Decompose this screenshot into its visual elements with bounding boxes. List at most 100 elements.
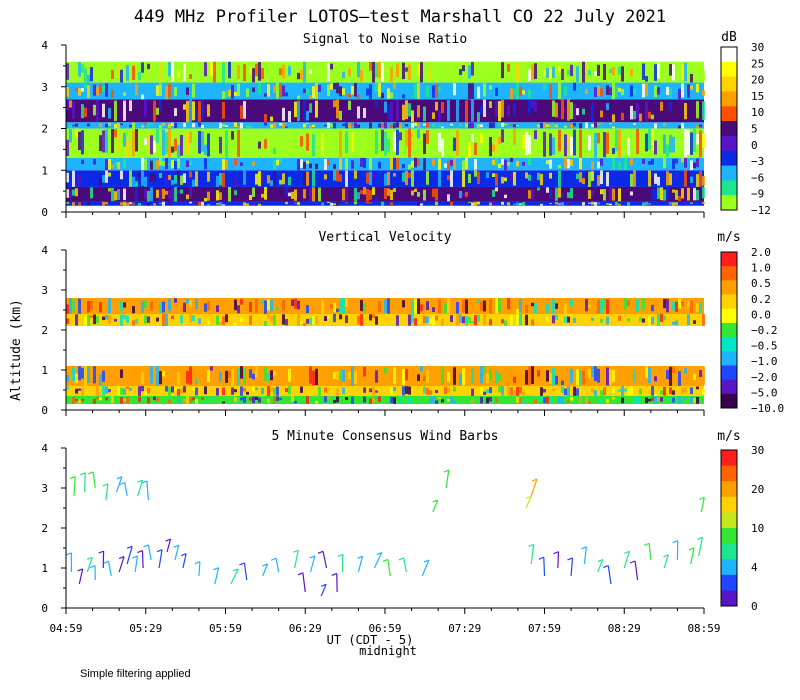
data-cell	[123, 314, 126, 320]
data-cell	[624, 158, 627, 171]
data-cell	[381, 201, 384, 206]
wind-barb	[320, 584, 327, 597]
data-cell	[87, 123, 90, 127]
data-cell	[312, 187, 315, 202]
data-cell	[228, 186, 231, 202]
data-cell	[318, 318, 321, 323]
wind-barb	[105, 483, 109, 501]
data-cell	[126, 140, 129, 158]
data-cell	[471, 388, 474, 396]
data-cell	[636, 367, 639, 373]
y-tick-label: 1	[41, 164, 48, 177]
data-cell	[192, 386, 195, 391]
data-cell	[624, 388, 627, 392]
data-cell	[393, 82, 396, 89]
data-cell	[255, 173, 258, 185]
data-cell	[441, 138, 444, 158]
data-cell	[507, 298, 510, 310]
data-cell	[564, 388, 567, 396]
data-cell	[603, 387, 606, 396]
data-cell	[171, 146, 174, 153]
data-cell	[153, 173, 156, 182]
data-cell	[186, 133, 189, 154]
data-cell	[441, 126, 444, 129]
data-cell	[144, 158, 147, 171]
wind-barb-flag	[98, 550, 104, 554]
data-cell	[258, 171, 261, 187]
data-cell	[162, 123, 165, 126]
data-cell	[180, 160, 183, 171]
data-cell	[393, 397, 396, 404]
data-cell	[393, 157, 396, 170]
data-cell	[552, 367, 555, 386]
data-cell	[69, 129, 72, 143]
data-cell	[159, 302, 162, 314]
data-cell	[144, 138, 147, 145]
data-cell	[132, 202, 135, 205]
data-cell	[141, 94, 144, 100]
data-cell	[189, 201, 192, 204]
data-cell	[663, 315, 666, 321]
data-cell	[468, 187, 471, 192]
data-cell	[312, 134, 315, 157]
data-cell	[369, 398, 372, 404]
data-cell	[237, 103, 240, 120]
data-cell	[633, 88, 636, 95]
colorbar-swatch	[721, 512, 737, 529]
data-cell	[606, 398, 609, 403]
data-cell	[222, 133, 225, 156]
data-cell	[216, 125, 219, 129]
data-cell	[381, 129, 384, 151]
data-cell	[225, 91, 228, 98]
data-cell	[507, 63, 510, 72]
data-cell	[693, 320, 696, 324]
data-cell	[543, 397, 546, 404]
data-cell	[423, 123, 426, 126]
data-cell	[351, 396, 354, 404]
data-cell	[360, 314, 363, 326]
colorbar-label: 0	[751, 600, 758, 613]
data-cell	[147, 397, 150, 404]
data-cell	[333, 399, 336, 404]
data-cell	[462, 389, 465, 394]
data-cell	[426, 316, 429, 324]
data-cell	[285, 126, 288, 128]
data-cell	[408, 314, 411, 326]
data-cell	[261, 193, 264, 198]
data-cell	[303, 323, 306, 326]
data-cell	[399, 396, 402, 404]
data-cell	[240, 122, 243, 129]
data-cell	[648, 125, 651, 128]
data-cell	[153, 140, 156, 153]
data-cell	[321, 202, 324, 206]
data-cell	[582, 108, 585, 115]
data-cell	[681, 64, 684, 81]
footer-note: Simple filtering applied	[80, 668, 191, 680]
data-cell	[600, 170, 603, 185]
data-cell	[462, 299, 465, 313]
data-cell	[105, 123, 108, 128]
data-cell	[315, 400, 318, 404]
data-cell	[378, 62, 381, 79]
data-cell	[591, 366, 594, 377]
data-cell	[123, 388, 126, 395]
data-cell	[663, 189, 666, 201]
data-cell	[195, 378, 198, 384]
data-cell	[471, 399, 474, 404]
data-cell	[279, 68, 282, 76]
data-cell	[78, 314, 81, 326]
colorbar-frame	[720, 251, 738, 409]
data-cell	[168, 400, 171, 404]
data-cell	[168, 128, 171, 158]
data-cell	[177, 144, 180, 158]
data-cell	[702, 366, 705, 386]
data-cell	[537, 87, 540, 93]
data-cell	[78, 88, 81, 96]
data-cell	[222, 172, 225, 187]
y-tick-label: 0	[41, 206, 48, 219]
data-cell	[687, 314, 690, 325]
data-cell	[171, 62, 174, 82]
data-cell	[186, 370, 189, 384]
data-cell	[576, 369, 579, 386]
data-cell	[120, 69, 123, 83]
